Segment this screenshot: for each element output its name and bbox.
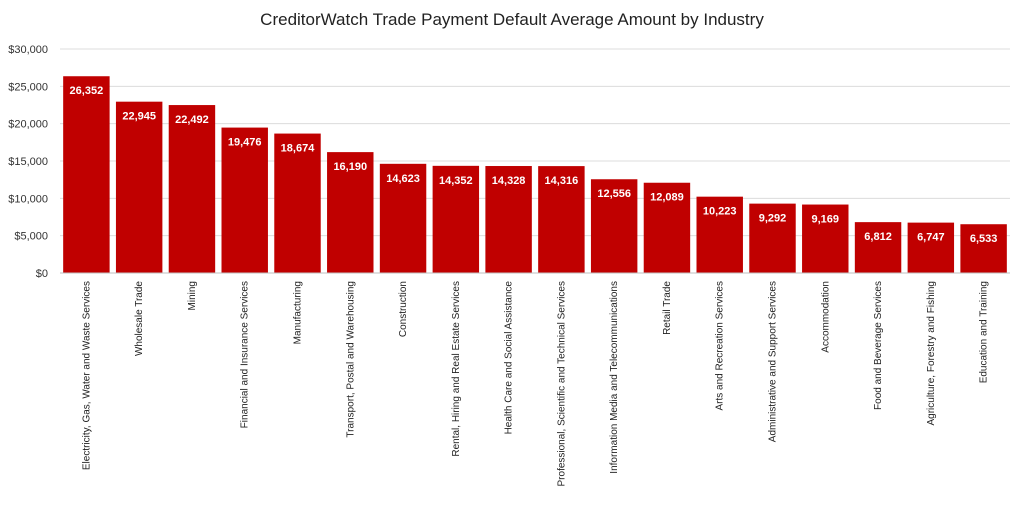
- bar: [379, 163, 427, 273]
- bar: [538, 166, 585, 273]
- y-tick-label: $20,000: [8, 119, 48, 131]
- bar: [63, 76, 110, 273]
- bar: [696, 196, 743, 273]
- x-tick-label: Education and Training: [979, 281, 990, 383]
- bar: [221, 127, 268, 274]
- bar: [907, 222, 955, 273]
- x-tick-label: Mining: [187, 281, 198, 310]
- data-label: 16,190: [333, 161, 367, 173]
- bar: [274, 133, 321, 273]
- bar: [432, 165, 480, 273]
- bar: [854, 222, 902, 273]
- x-tick-label: Rental, Hiring and Real Estate Services: [451, 281, 462, 457]
- y-tick-label: $25,000: [8, 81, 48, 93]
- data-label: 6,533: [970, 233, 998, 245]
- data-label: 12,556: [597, 188, 631, 200]
- data-label: 18,674: [281, 143, 316, 155]
- data-label: 6,812: [864, 231, 892, 243]
- y-tick-label: $30,000: [8, 44, 48, 56]
- bar: [802, 204, 849, 273]
- x-tick-label: Financial and Insurance Services: [240, 281, 251, 428]
- x-tick-label: Construction: [398, 281, 409, 337]
- x-tick-label: Professional, Scientific and Technical S…: [556, 281, 567, 486]
- x-tick-label: Electricity, Gas, Water and Waste Servic…: [81, 281, 92, 470]
- x-tick-label: Food and Beverage Services: [873, 281, 884, 410]
- data-label: 22,945: [122, 111, 156, 123]
- x-tick-label: Accommodation: [820, 281, 831, 353]
- data-label: 26,352: [70, 85, 104, 97]
- data-label: 6,747: [917, 232, 945, 244]
- bar: [960, 224, 1007, 273]
- x-tick-label: Health Care and Social Assistance: [504, 281, 515, 435]
- x-tick-label: Arts and Recreation Services: [715, 281, 726, 411]
- chart-title: CreditorWatch Trade Payment Default Aver…: [260, 10, 764, 29]
- bar: [327, 152, 374, 273]
- y-tick-label: $10,000: [8, 193, 48, 205]
- y-tick-label: $5,000: [14, 231, 48, 243]
- data-label: 9,169: [812, 214, 840, 226]
- data-label: 12,089: [650, 192, 684, 204]
- x-tick-label: Agriculture, Forestry and Fishing: [926, 281, 937, 426]
- data-label: 14,328: [492, 175, 526, 187]
- data-label: 19,476: [228, 137, 262, 149]
- x-tick-label: Manufacturing: [293, 281, 304, 344]
- bar: [590, 179, 638, 273]
- data-label: 22,492: [175, 114, 209, 126]
- data-label: 14,316: [545, 175, 579, 187]
- y-tick-label: $0: [36, 268, 48, 280]
- x-tick-label: Administrative and Support Services: [768, 281, 779, 442]
- bar: [168, 105, 216, 274]
- bar: [485, 166, 532, 273]
- x-tick-label: Transport, Postal and Warehousing: [345, 281, 356, 438]
- data-label: 14,623: [386, 173, 420, 185]
- data-label: 10,223: [703, 206, 737, 218]
- bar: [643, 182, 691, 273]
- y-tick-label: $15,000: [8, 156, 48, 168]
- x-tick-label: Wholesale Trade: [134, 281, 145, 356]
- bar: [115, 101, 163, 273]
- bar: [749, 203, 796, 273]
- x-tick-label: Retail Trade: [662, 281, 673, 335]
- data-label: 9,292: [759, 213, 787, 225]
- x-tick-label: Information Media and Telecommunications: [609, 281, 620, 474]
- data-label: 14,352: [439, 175, 473, 187]
